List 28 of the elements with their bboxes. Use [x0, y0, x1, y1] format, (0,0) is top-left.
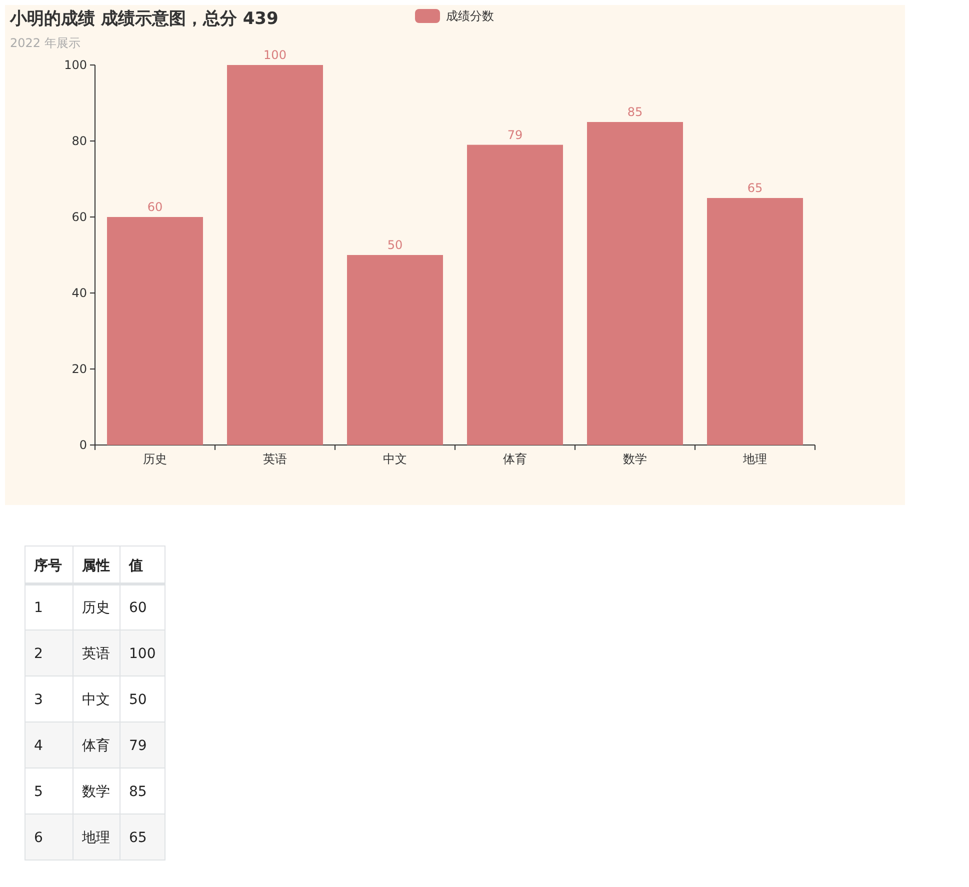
x-tick-label: 体育: [503, 452, 527, 466]
y-tick-label: 0: [79, 438, 87, 452]
legend-label: 成绩分数: [446, 9, 494, 23]
bar: [347, 255, 443, 445]
data-label: 65: [747, 181, 763, 195]
x-tick-label: 英语: [263, 452, 287, 466]
y-tick-label: 60: [72, 210, 87, 224]
x-tick-label: 历史: [143, 452, 167, 466]
data-label: 79: [507, 128, 523, 142]
bar: [587, 122, 683, 445]
chart-subtitle: 2022 年展示: [10, 36, 80, 50]
y-tick-label: 40: [72, 286, 87, 300]
x-tick-label: 地理: [742, 452, 767, 466]
table: 1 历史 60 2 英语 100 3 中文 50 4 体育 79 5 数学 85 6 地理 65 序号 属性 值: [24, 546, 166, 860]
data-label: 50: [387, 238, 403, 252]
bar: [707, 198, 803, 445]
bar: [467, 144, 563, 445]
bar: [227, 65, 323, 445]
x-tick-label: 中文: [383, 452, 407, 466]
y-tick-label: 100: [64, 58, 87, 72]
data-label: 60: [147, 200, 163, 214]
data-label: 85: [627, 105, 643, 119]
bar: [107, 217, 203, 445]
y-tick-label: 80: [72, 134, 87, 148]
data-label: 100: [264, 48, 286, 62]
x-tick-label: 数学: [623, 452, 647, 466]
y-tick-label: 20: [72, 362, 87, 376]
chart-title: 小明的成绩 成绩示意图，总分 439: [9, 9, 278, 29]
